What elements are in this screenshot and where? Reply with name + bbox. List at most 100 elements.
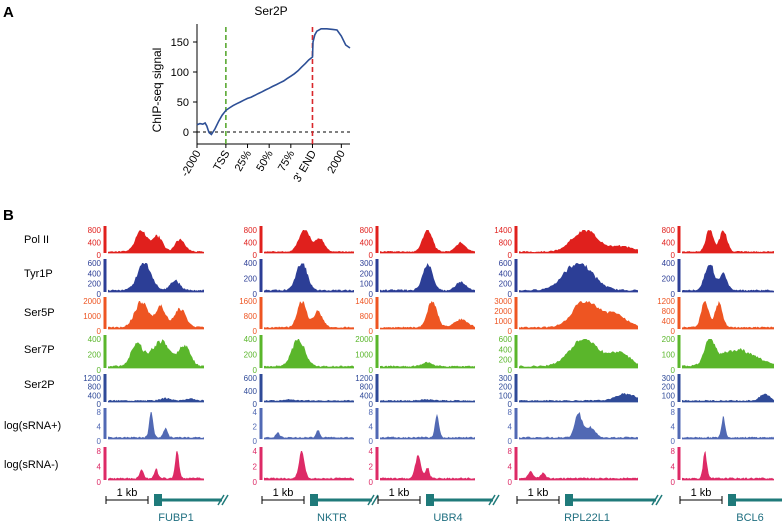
track-tick-label: 0 [253, 327, 258, 336]
gene-exon [310, 494, 318, 506]
track-tick-label: 0 [253, 290, 258, 299]
track-tick-label: 1200 [657, 297, 675, 306]
track-tick-label: 1000 [83, 312, 101, 321]
track-tick-label: 100 [499, 391, 513, 400]
gene-exon [154, 494, 162, 506]
track-tick-label: 0 [671, 327, 676, 336]
track-signal [380, 399, 475, 402]
track-tick-label: 8 [369, 408, 374, 417]
track-tick-label: 0 [369, 290, 374, 299]
y-tick-label: 0 [183, 127, 189, 139]
panel-a: A Ser2P ChIP-seq signal 0 50 100 150 -2000 T… [3, 4, 351, 184]
track-tick-label: 600 [499, 259, 513, 268]
kb-scale-label: 1 kb [528, 487, 549, 499]
track-tick-label: 600 [88, 259, 102, 268]
track-tick-label: 200 [244, 351, 258, 360]
track-tick-label: 400 [662, 239, 676, 248]
gene-break-icon [217, 494, 229, 506]
track-signal [682, 339, 774, 368]
chart-title: Ser2P [254, 4, 287, 18]
track-tick-label: 400 [244, 387, 258, 396]
track-tick-label: 0 [369, 327, 374, 336]
track-signal [682, 264, 774, 292]
track-tick-label: 200 [499, 356, 513, 365]
track-tick-label: 200 [662, 383, 676, 392]
x-tick-label: TSS [211, 149, 232, 174]
track-tick-label: 4 [97, 423, 102, 432]
track-tick-label: 400 [244, 259, 258, 268]
track-tick-label: 400 [499, 269, 513, 278]
track-tick-label: 0 [671, 478, 676, 487]
track-signal [682, 230, 774, 253]
track-signal [108, 263, 204, 292]
track-signal [380, 413, 475, 439]
y-axis-label: ChIP-seq signal [150, 48, 164, 133]
track-signal [108, 339, 204, 368]
track-tick-label: 1200 [355, 374, 373, 383]
track-signal [108, 412, 204, 439]
gene-column-fubp1: 8004000600400200020001000040020001200800… [83, 226, 229, 524]
track-tick-label: 1000 [355, 351, 373, 360]
x-tick-label: -2000 [179, 149, 203, 179]
track-signal [108, 451, 204, 480]
track-name: log(sRNA-) [4, 459, 58, 471]
track-signal [264, 339, 354, 368]
kb-scale-label: 1 kb [117, 487, 138, 499]
track-name: Ser7P [24, 344, 55, 356]
gene-break-icon [651, 494, 663, 506]
panel-a-label: A [3, 4, 14, 21]
track-tick-label: 300 [499, 374, 513, 383]
track-tick-label: 0 [369, 437, 374, 446]
track-tick-label: 0 [508, 437, 513, 446]
track-tick-label: 8 [508, 408, 513, 417]
track-tick-label: 400 [499, 345, 513, 354]
track-tick-label: 800 [360, 383, 374, 392]
track-tick-label: 4 [253, 447, 258, 456]
track-tick-label: 4 [369, 447, 374, 456]
track-tick-label: 0 [253, 366, 258, 375]
track-signal [682, 416, 774, 439]
track-tick-label: 4 [671, 463, 676, 472]
track-tick-label: 200 [88, 280, 102, 289]
track-signal [380, 301, 475, 329]
track-tick-label: 2000 [83, 297, 101, 306]
track-tick-label: 0 [253, 251, 258, 260]
x-tick-label: 25% [233, 148, 255, 173]
track-tick-label: 2 [253, 463, 258, 472]
y-tick-label: 50 [177, 97, 189, 109]
track-tick-label: 2 [253, 423, 258, 432]
track-tick-label: 0 [671, 366, 676, 375]
track-tick-label: 600 [499, 335, 513, 344]
track-signal [264, 399, 354, 402]
gene-break-icon [488, 494, 500, 506]
track-signal [108, 230, 204, 253]
track-tick-label: 400 [662, 259, 676, 268]
track-tick-label: 400 [88, 391, 102, 400]
x-tick-label: 2000 [325, 149, 348, 176]
y-axis: 0 50 100 150 [171, 37, 197, 139]
track-tick-label: 0 [97, 251, 102, 260]
track-tick-label: 400 [244, 239, 258, 248]
track-tick-label: 0 [508, 251, 513, 260]
ser2p-series-line [196, 28, 351, 136]
track-tick-label: 0 [253, 400, 258, 409]
track-tick-label: 4 [508, 463, 513, 472]
track-tick-label: 200 [244, 275, 258, 284]
track-signal [264, 430, 354, 439]
track-signal [108, 397, 204, 402]
track-signal [682, 393, 774, 402]
track-tick-label: 400 [360, 391, 374, 400]
track-tick-label: 800 [244, 312, 258, 321]
x-axis: -2000 TSS 25% 50% 75%3' END 2000 [179, 144, 348, 184]
track-tick-label: 100 [360, 280, 374, 289]
track-tick-label: 800 [360, 312, 374, 321]
track-tick-label: 0 [97, 437, 102, 446]
track-tick-label: 200 [499, 383, 513, 392]
track-tick-label: 1000 [494, 317, 512, 326]
track-signal [682, 451, 774, 480]
track-signal [519, 263, 638, 292]
gene-column-rpl22l1: 1400800060040020003000200010000600400200… [494, 226, 663, 524]
track-tick-label: 0 [508, 290, 513, 299]
track-tick-label: 4 [369, 423, 374, 432]
